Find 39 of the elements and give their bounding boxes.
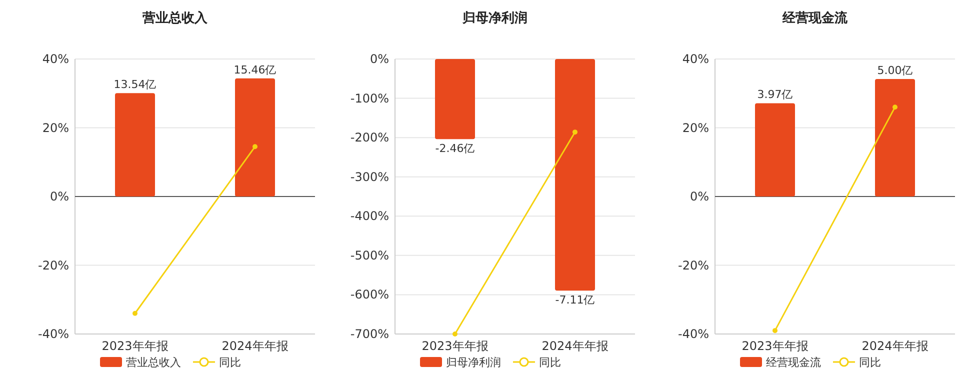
- legend-label: 经营现金流: [766, 356, 821, 369]
- y-tick-label: -20%: [678, 258, 709, 272]
- y-tick-label: 0%: [370, 52, 389, 66]
- legend-label: 营业总收入: [126, 356, 181, 369]
- y-tick-label: 20%: [682, 120, 709, 135]
- x-tick-label: 2024年年报: [862, 339, 928, 353]
- y-tick-label: -100%: [350, 91, 389, 106]
- data-label: -2.46亿: [435, 142, 475, 156]
- x-tick-label: 2023年年报: [102, 339, 168, 353]
- y-tick-label: -40%: [38, 327, 69, 341]
- x-tick-label: 2024年年报: [542, 339, 608, 353]
- legend-label: 归母净利润: [446, 356, 501, 369]
- legend-label: 同比: [219, 356, 241, 369]
- data-label: 3.97亿: [757, 88, 793, 102]
- x-tick-label: 2024年年报: [222, 339, 288, 353]
- chart-title: 经营现金流: [782, 10, 848, 26]
- y-tick-label: -40%: [678, 327, 709, 341]
- data-label: 13.54亿: [114, 78, 156, 92]
- y-tick-label: -200%: [350, 130, 389, 145]
- y-tick-label: -300%: [350, 170, 389, 184]
- y-tick-label: 0%: [50, 190, 69, 204]
- data-label: -7.11亿: [555, 294, 595, 307]
- y-tick-label: -400%: [350, 209, 389, 224]
- chart-title: 营业总收入: [142, 10, 208, 26]
- legend-label: 同比: [539, 356, 561, 369]
- legend-label: 同比: [859, 356, 881, 369]
- y-tick-label: 20%: [42, 120, 69, 135]
- y-tick-label: 0%: [690, 190, 709, 204]
- data-label: 15.46亿: [234, 63, 276, 76]
- x-tick-label: 2023年年报: [422, 339, 488, 353]
- y-tick-label: -700%: [350, 327, 389, 341]
- x-tick-label: 2023年年报: [742, 339, 808, 353]
- data-label: 5.00亿: [877, 64, 913, 77]
- chart-title: 归母净利润: [462, 10, 528, 26]
- y-tick-label: 40%: [682, 52, 709, 66]
- y-tick-label: -600%: [350, 288, 389, 302]
- y-tick-label: -20%: [38, 258, 69, 272]
- y-tick-label: -500%: [350, 248, 389, 262]
- y-tick-label: 40%: [42, 52, 69, 66]
